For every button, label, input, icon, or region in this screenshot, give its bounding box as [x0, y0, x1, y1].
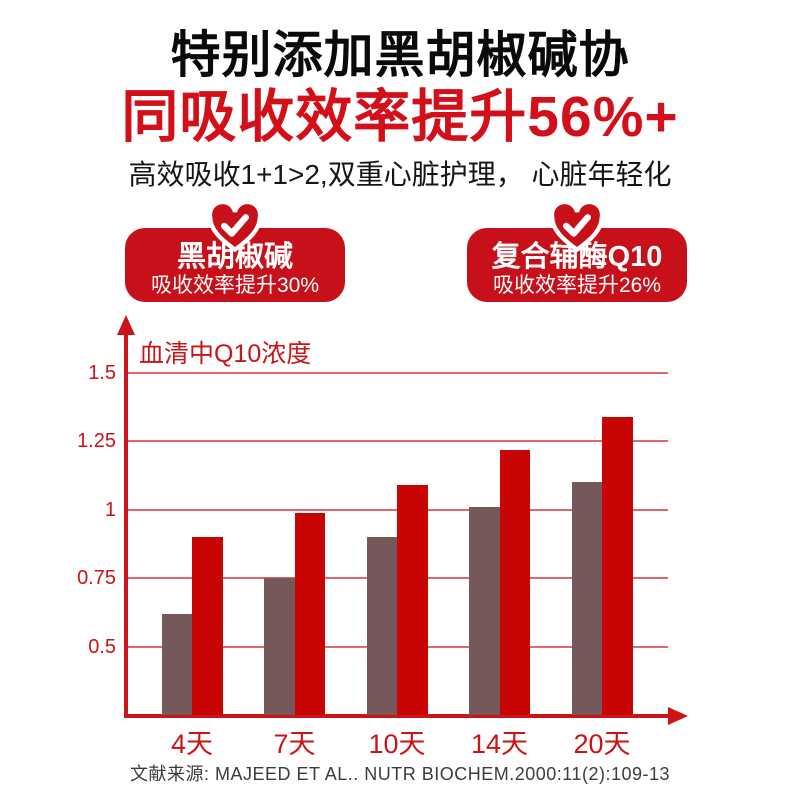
x-tick-label: 20天: [573, 729, 631, 759]
y-axis: [124, 332, 128, 716]
bar-series-2-10天: [397, 485, 428, 715]
y-axis-arrow-icon: [117, 315, 135, 335]
bar-series-1-7天: [264, 578, 295, 715]
bar-series-2-20天: [602, 416, 633, 715]
badge-subtitle: 吸收效率提升26%: [492, 273, 662, 297]
badge-piperine: 黑胡椒碱 吸收效率提升30%: [125, 199, 345, 302]
y-tick-label: 0.75: [77, 567, 116, 590]
subtitle: 高效吸收1+1>2,双重心脏护理， 心脏年轻化: [128, 159, 672, 190]
headline-line1: 特别添加黑胡椒碱协: [170, 27, 630, 83]
x-tick-label: 10天: [368, 729, 426, 759]
x-tick-label: 14天: [470, 729, 529, 759]
x-axis-arrow-icon: [668, 707, 688, 725]
y-tick-label: 1: [104, 498, 116, 521]
badge-coq10: 复合辅酶Q10 吸收效率提升26%: [467, 199, 687, 302]
chart-title: 血清中Q10浓度: [139, 340, 312, 368]
bar-series-2-4天: [192, 537, 223, 715]
x-tick-label: 4天: [170, 729, 214, 759]
bar-series-1-14天: [469, 507, 500, 715]
headline-line2: 同吸收效率提升56%+: [121, 85, 679, 149]
x-tick-label: 7天: [273, 729, 316, 759]
gridline: [128, 440, 668, 443]
bar-series-2-7天: [294, 512, 325, 715]
y-tick-label: 1.5: [88, 362, 116, 384]
y-tick-label: 0.5: [88, 635, 116, 658]
bar-series-2-14天: [499, 449, 530, 715]
citation-source: 文献来源: MAJEED ET AL.. NUTR BIOCHEM.2000:1…: [130, 764, 670, 784]
y-tick-label: 1.25: [77, 430, 116, 453]
badge-subtitle: 吸收效率提升30%: [150, 273, 320, 297]
bar-series-1-10天: [366, 537, 397, 715]
x-axis: [124, 714, 670, 718]
bar-series-1-20天: [571, 482, 602, 715]
bar-series-1-4天: [161, 613, 192, 715]
heart-check-icon: [207, 199, 263, 254]
gridline: [128, 372, 668, 374]
heart-check-icon: [549, 199, 605, 254]
